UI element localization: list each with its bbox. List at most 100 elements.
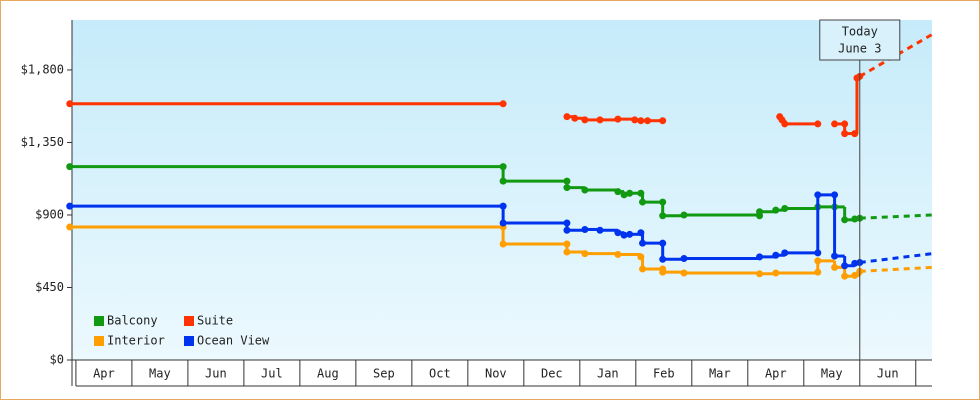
point	[614, 229, 622, 237]
legend-label: Balcony	[107, 314, 158, 328]
point	[571, 114, 579, 122]
point	[499, 219, 507, 227]
point	[620, 231, 628, 239]
point	[637, 117, 645, 125]
point	[637, 189, 645, 197]
legend-swatch	[184, 316, 194, 326]
x-tick-label: Feb	[653, 367, 675, 381]
point	[66, 100, 74, 108]
point	[659, 239, 667, 247]
point	[581, 116, 589, 124]
y-tick-label: $0	[50, 353, 64, 367]
y-tick-label: $450	[35, 280, 64, 294]
point	[563, 226, 571, 234]
point	[680, 211, 688, 219]
point	[814, 249, 822, 257]
x-tick-label: May	[149, 367, 171, 381]
point	[614, 115, 622, 123]
point	[637, 253, 645, 261]
forecast-line	[859, 33, 933, 78]
point	[66, 163, 74, 171]
y-tick-label: $1,800	[21, 62, 64, 76]
point	[680, 254, 688, 262]
x-tick-label: Jun	[877, 367, 899, 381]
point	[841, 216, 849, 224]
point	[563, 240, 571, 248]
point	[563, 113, 571, 121]
forecast-line	[859, 252, 933, 265]
point	[851, 130, 859, 138]
point	[626, 189, 634, 197]
point	[644, 117, 652, 125]
point	[563, 184, 571, 192]
point	[639, 265, 647, 273]
point	[563, 219, 571, 227]
point	[614, 188, 622, 196]
point	[756, 208, 764, 216]
point	[841, 262, 849, 270]
point	[626, 230, 634, 238]
x-tick-label: Jul	[261, 367, 283, 381]
point	[851, 271, 859, 279]
point	[831, 263, 839, 271]
point	[756, 253, 764, 261]
point	[596, 226, 604, 234]
y-tick-label: $900	[35, 207, 64, 221]
point	[772, 206, 780, 214]
x-tick-label: Apr	[765, 367, 787, 381]
point	[620, 191, 628, 199]
point	[499, 202, 507, 210]
point	[841, 272, 849, 280]
point	[631, 116, 639, 124]
x-tick-label: Apr	[93, 367, 115, 381]
point	[831, 191, 839, 199]
today-label: Today	[842, 25, 878, 39]
point	[841, 120, 849, 128]
point	[756, 270, 764, 278]
point	[614, 250, 622, 258]
point	[66, 202, 74, 210]
point	[637, 229, 645, 237]
point	[499, 177, 507, 185]
point	[563, 248, 571, 256]
today-date: June 3	[838, 42, 881, 56]
plot-area	[72, 20, 932, 360]
legend-swatch	[94, 316, 104, 326]
point	[781, 205, 789, 213]
x-tick-label: Jan	[597, 367, 619, 381]
x-tick-label: Jun	[205, 367, 227, 381]
x-tick-label: Aug	[317, 367, 339, 381]
x-tick-label: May	[821, 367, 843, 381]
x-tick-label: Oct	[429, 367, 451, 381]
point	[659, 212, 667, 220]
legend-label: Suite	[197, 314, 233, 328]
x-tick-label: Nov	[485, 367, 507, 381]
point	[680, 269, 688, 277]
forecast-line	[859, 265, 933, 273]
point	[781, 249, 789, 257]
point	[814, 257, 822, 265]
point	[814, 191, 822, 199]
point	[659, 198, 667, 206]
legend-label: Interior	[107, 334, 165, 348]
point	[581, 225, 589, 233]
point	[772, 269, 780, 277]
point	[581, 186, 589, 194]
point	[499, 240, 507, 248]
forecast-line	[859, 213, 933, 220]
point	[563, 177, 571, 185]
point	[814, 268, 822, 276]
point	[841, 130, 849, 138]
point	[499, 163, 507, 171]
legend-swatch	[94, 336, 104, 346]
point	[831, 252, 839, 260]
point	[659, 117, 667, 125]
point	[814, 120, 822, 128]
point	[66, 223, 74, 231]
y-tick-label: $1,350	[21, 135, 64, 149]
point	[596, 116, 604, 124]
point	[499, 100, 507, 108]
point	[659, 268, 667, 276]
